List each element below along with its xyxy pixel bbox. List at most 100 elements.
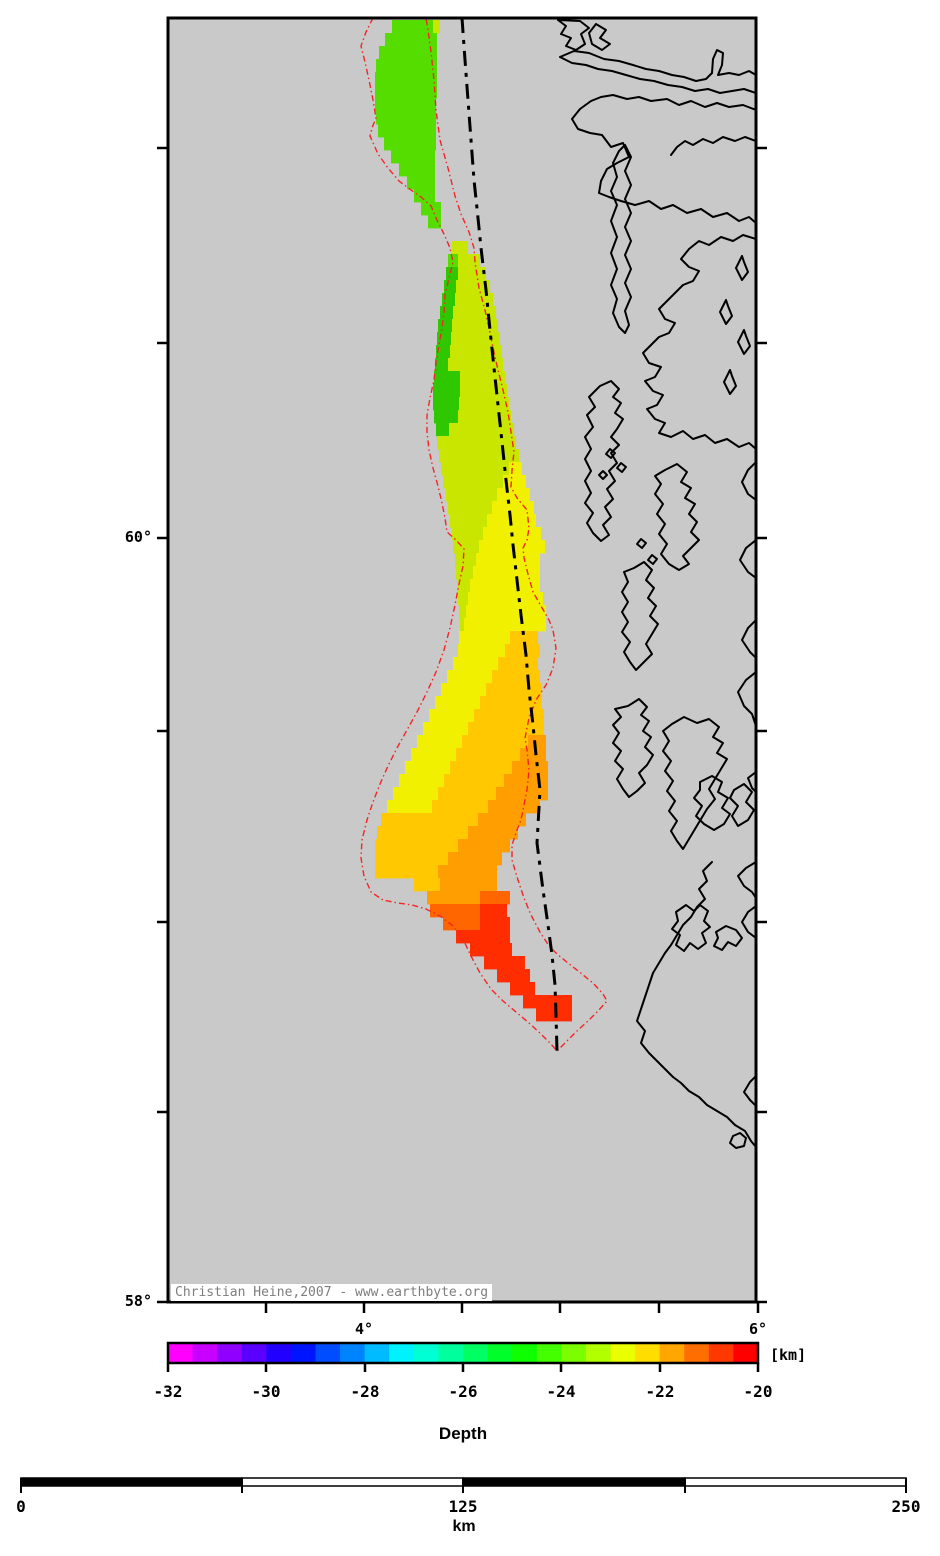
depth-cell [462,735,528,749]
colorbar-segment [241,1343,267,1363]
depth-cell [442,293,455,307]
scalebar-segment [241,1477,464,1487]
depth-cell [448,254,458,268]
coastline [735,255,749,281]
depth-cell [458,410,511,424]
depth-cell [536,1008,572,1022]
colorbar-segment [413,1343,439,1363]
depth-cell [446,488,497,502]
coastline [671,904,711,952]
depth-cell [440,878,497,892]
depth-cell [407,176,435,190]
coastline [737,861,755,899]
depth-cell [480,891,510,905]
colorbar-segment [315,1343,341,1363]
depth-cell [438,865,497,879]
colorbar-segment [659,1343,685,1363]
depth-cell [449,423,514,437]
depth-cell [505,644,540,658]
depth-cell [456,280,490,294]
depth-cell [447,670,492,684]
depth-cell [436,345,450,359]
depth-cell [480,696,542,710]
depth-cell [399,163,435,177]
depth-cell [451,332,500,346]
colorbar-segment [168,1343,194,1363]
depth-cell [441,683,486,697]
scalebar-segment [684,1477,907,1487]
coastline [719,299,733,325]
depth-cell [430,904,480,918]
depth-cell [411,748,456,762]
coastline [729,1132,747,1149]
colorbar-tick-label: -30 [251,1382,281,1401]
depth-cell [468,826,518,840]
depth-cell [453,540,479,554]
coastline [741,905,755,939]
depth-cell [448,501,492,515]
lat-tick-label: 60° [124,528,152,546]
depth-cell [458,839,510,853]
coastline [729,783,755,827]
depth-cell [470,579,540,593]
depth-cell [440,306,453,320]
coastline [654,463,700,571]
depth-cell [448,358,503,372]
colorbar-segment [192,1343,218,1363]
scalebar-segment [462,1477,686,1487]
depth-cell [492,501,534,515]
depth-cell [484,956,525,970]
colorbar-tick-label: -28 [350,1382,380,1401]
depth-cell [460,618,464,632]
coastline [713,925,743,951]
depth-cell [470,943,512,957]
depth-cell [375,865,438,879]
colorbar-tick-label: -24 [546,1382,576,1401]
depth-cell [446,267,458,281]
attribution-text: Christian Heine,2007 - www.earthbyte.org [171,1284,493,1301]
axis-ticks [157,146,767,1313]
coastline [636,538,647,549]
boundary-line [460,19,559,1052]
scalebar-segment [20,1477,243,1487]
depth-cell [496,787,548,801]
depth-cell [452,527,483,541]
depth-cell [434,410,458,424]
depth-cell [441,462,509,476]
depth-cell [468,722,544,736]
depth-cell [474,709,544,723]
depth-cell [480,904,507,918]
depth-cell [478,813,526,827]
coastline [670,136,755,156]
colorbar-tick-label: -26 [448,1382,478,1401]
coastline [642,234,755,450]
scalebar-label: 0 [16,1497,26,1516]
coastline [741,619,755,659]
scalebar-label: 125 [448,1497,478,1516]
depth-cell [456,566,473,580]
depth-cell [375,839,458,853]
depth-cell [414,878,440,892]
depth-cell [436,423,449,437]
depth-cell [468,592,543,606]
depth-cell [433,384,460,398]
scalebar-label: 250 [891,1497,921,1516]
depth-cell [503,475,526,489]
depth-cell [488,800,540,814]
depth-cell [458,254,480,268]
colorbar-segment [733,1343,759,1363]
depth-cell [492,670,540,684]
colorbar-title: Depth [438,1424,488,1443]
depth-cell [384,137,436,151]
depth-cell [421,202,441,216]
depth-cell [376,59,437,73]
depth-cell [399,774,444,788]
depth-cell [433,20,440,34]
colorbar-segment [290,1343,316,1363]
colorbar-tick-label: -32 [153,1382,183,1401]
depth-cell [417,735,462,749]
depth-cell [377,826,468,840]
depth-cell [405,761,450,775]
depth-cell [455,553,476,567]
